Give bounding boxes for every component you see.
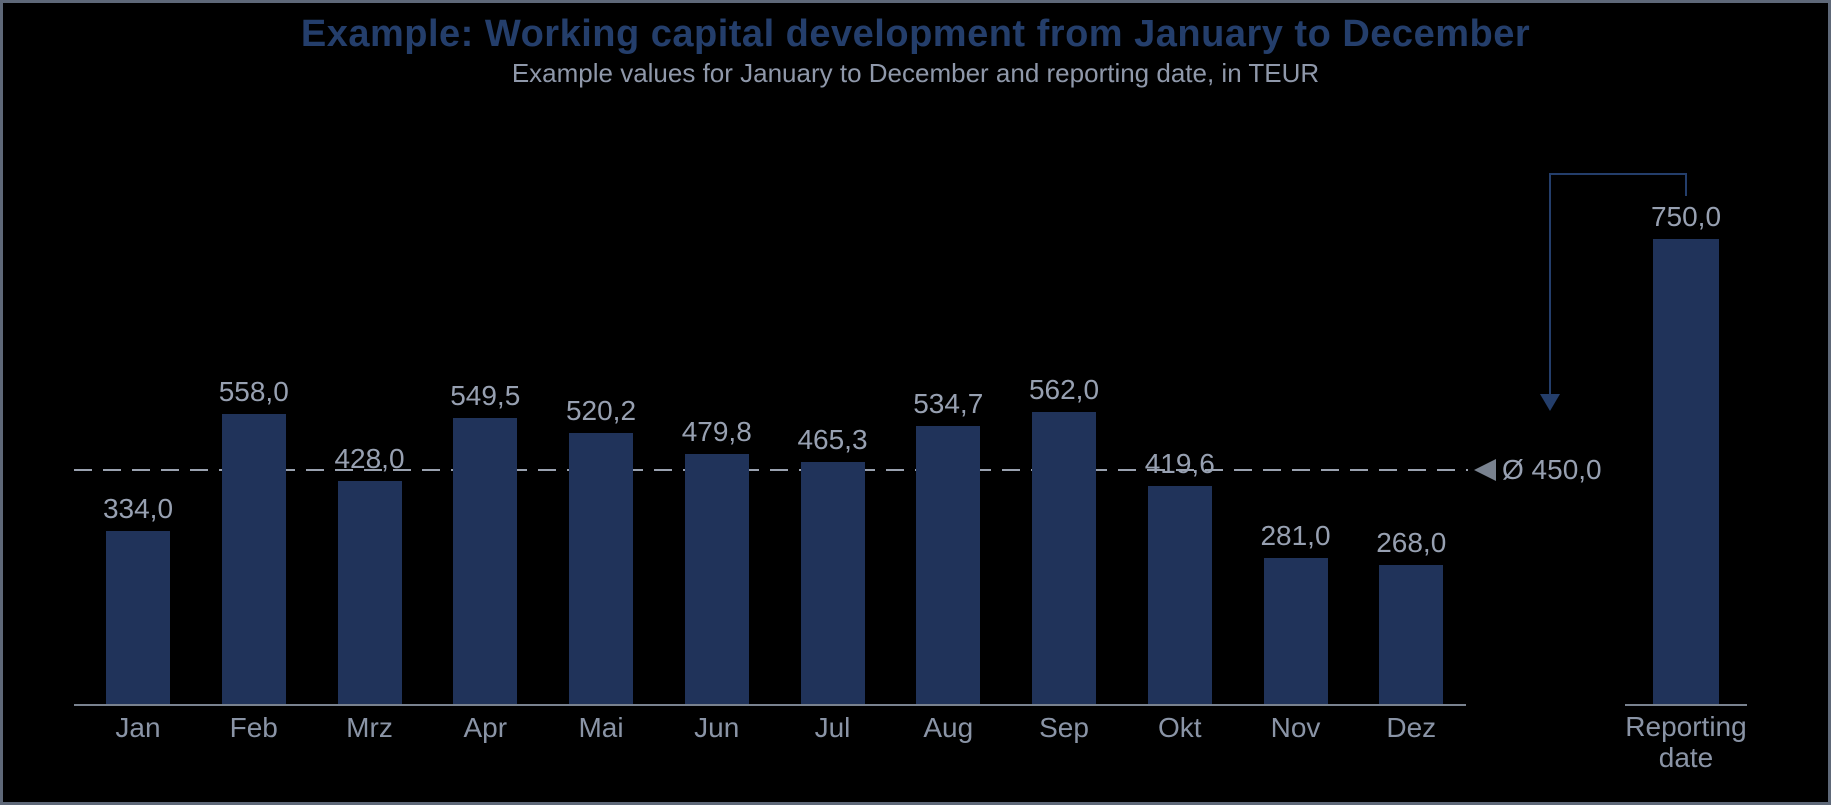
value-label-mrz: 428,0 bbox=[334, 443, 405, 474]
x-axis-label-apr: Apr bbox=[463, 712, 508, 743]
bar-jun bbox=[684, 454, 749, 705]
x-axis-line-reporting bbox=[1625, 704, 1747, 706]
value-label-apr: 549,5 bbox=[450, 380, 521, 411]
value-label-feb: 558,0 bbox=[218, 376, 289, 407]
bar-sep bbox=[1032, 412, 1096, 705]
value-label-mai: 520,2 bbox=[565, 395, 637, 426]
value-label-sep: 562,0 bbox=[1028, 374, 1100, 405]
x-axis-label-mai: Mai bbox=[578, 712, 624, 743]
x-axis-label-jun: Jun bbox=[694, 712, 740, 743]
average-value-label: Ø 450,0 bbox=[1502, 454, 1602, 485]
chart-subtitle: Example values for January to December a… bbox=[511, 58, 1320, 88]
value-label-dez: 268,0 bbox=[1376, 527, 1447, 558]
x-axis-label-sep: Sep bbox=[1039, 712, 1089, 743]
bracket-left-arm bbox=[1549, 173, 1551, 394]
value-label-jul: 465,3 bbox=[797, 424, 868, 455]
value-label-reporting-date: 750,0 bbox=[1650, 201, 1722, 232]
x-axis-label-aug: Aug bbox=[923, 712, 974, 743]
reporting-date-line2: date bbox=[1658, 742, 1714, 773]
bar-mai bbox=[569, 433, 633, 705]
bracket-horizontal-line bbox=[1549, 173, 1687, 175]
x-axis-label-mrz: Mrz bbox=[346, 712, 393, 743]
x-axis-label-nov: Nov bbox=[1270, 712, 1321, 743]
bar-dez bbox=[1379, 565, 1444, 705]
x-axis-line-months bbox=[74, 704, 1466, 706]
x-axis-label-jul: Jul bbox=[814, 712, 851, 743]
arrow-down-icon bbox=[1540, 394, 1560, 411]
bar-feb bbox=[221, 414, 286, 705]
x-axis-label-dez: Dez bbox=[1386, 712, 1437, 743]
bar-mrz bbox=[337, 481, 402, 705]
bar-apr bbox=[453, 418, 518, 705]
value-label-jun: 479,8 bbox=[681, 416, 752, 447]
bar-okt bbox=[1147, 486, 1212, 705]
x-axis-label-okt: Okt bbox=[1157, 712, 1202, 743]
value-label-aug: 534,7 bbox=[913, 388, 984, 419]
x-axis-label-feb: Feb bbox=[229, 712, 278, 743]
average-triangle-marker-icon bbox=[1474, 459, 1496, 481]
bar-reporting-date bbox=[1653, 239, 1719, 705]
x-axis-label-reporting-date: Reporting date bbox=[1625, 711, 1746, 773]
bracket-right-stub bbox=[1685, 173, 1687, 196]
bar-aug bbox=[916, 426, 981, 705]
value-label-nov: 281,0 bbox=[1260, 520, 1331, 551]
bar-jul bbox=[800, 462, 865, 705]
value-label-jan: 334,0 bbox=[102, 493, 174, 524]
average-dashed-line bbox=[74, 469, 1468, 471]
bar-nov bbox=[1263, 558, 1328, 705]
value-label-okt: 419,6 bbox=[1144, 448, 1215, 479]
bar-jan bbox=[106, 531, 170, 705]
chart-title: Example: Working capital development fro… bbox=[300, 13, 1531, 55]
reporting-date-line1: Reporting bbox=[1625, 711, 1747, 742]
x-axis-label-jan: Jan bbox=[115, 712, 161, 743]
